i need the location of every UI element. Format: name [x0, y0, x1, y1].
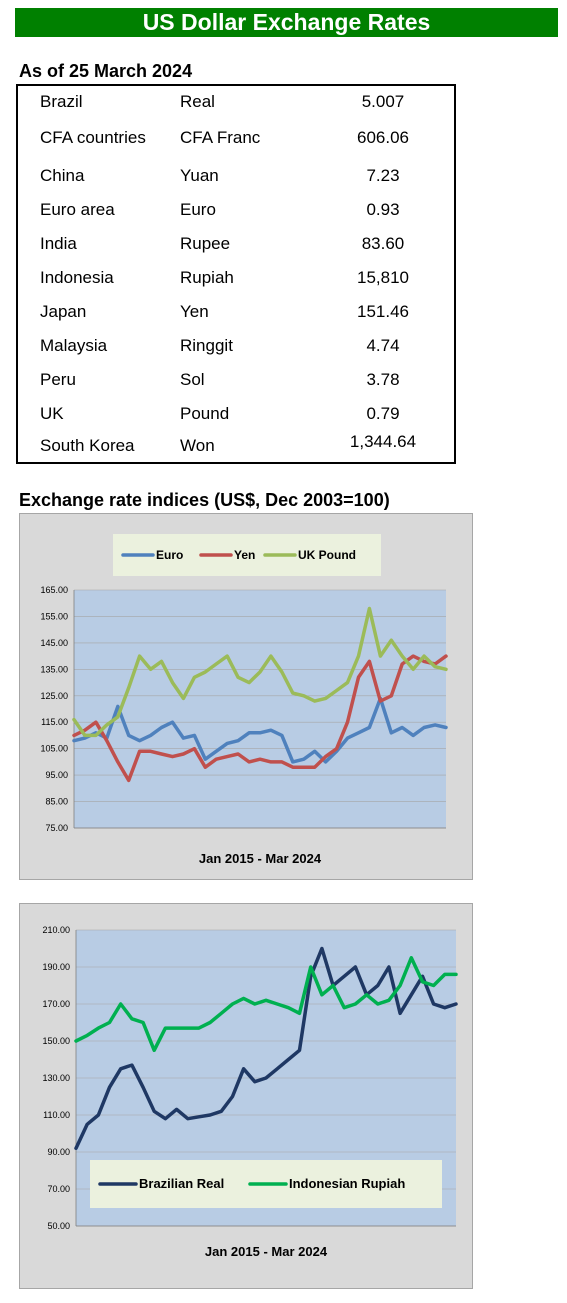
y-tick-label: 210.00 — [42, 925, 70, 935]
country-cell: Indonesia — [40, 268, 114, 287]
y-tick-label: 125.00 — [40, 691, 68, 701]
currency-cell: Ringgit — [180, 336, 233, 355]
currency-cell: Euro — [180, 200, 216, 219]
rate-cell: 7.23 — [366, 166, 400, 185]
table-row: CFA countries CFA Franc 606.06 — [18, 128, 454, 154]
rates-table: Brazil Real 5.007 CFA countries CFA Franc 60… — [16, 84, 456, 464]
legend-box — [113, 534, 381, 576]
country-cell: India — [40, 234, 77, 253]
table-row: Brazil Real 5.007 — [18, 92, 454, 118]
table-row: Indonesia Rupiah 15,810 — [18, 268, 454, 294]
currency-cell: Yen — [180, 302, 209, 321]
plot-area — [74, 590, 446, 828]
country-cell: Peru — [40, 370, 76, 389]
country-cell: Euro area — [40, 200, 115, 219]
legend-label-1: Yen — [234, 548, 255, 562]
y-tick-label: 110.00 — [43, 1110, 70, 1120]
series-line-1 — [72, 654, 448, 783]
y-tick-label: 150.00 — [42, 1036, 70, 1046]
x-axis-label: Jan 2015 - Mar 2024 — [205, 1244, 328, 1259]
table-row: South Korea Won 1,344.64 — [18, 432, 454, 462]
y-tick-label: 155.00 — [40, 611, 68, 621]
y-tick-label: 95.00 — [45, 770, 68, 780]
y-tick-label: 135.00 — [40, 664, 68, 674]
currency-cell: Pound — [180, 404, 230, 423]
country-cell: Malaysia — [40, 336, 108, 355]
rate-cell: 1,344.64 — [349, 432, 417, 451]
as-of-date: As of 25 March 2024 — [19, 61, 193, 81]
country-cell: South Korea — [40, 436, 135, 455]
indices-title: Exchange rate indices (US$, Dec 2003=100… — [19, 490, 390, 510]
y-tick-label: 130.00 — [42, 1073, 70, 1083]
currency-cell: Rupee — [180, 234, 231, 253]
legend-label-0: Euro — [156, 548, 183, 562]
y-tick-label: 145.00 — [40, 638, 68, 648]
country-cell: UK — [40, 404, 64, 423]
currency-cell: Won — [180, 436, 215, 455]
y-tick-label: 115.00 — [41, 717, 68, 727]
page-banner: US Dollar Exchange Rates — [15, 8, 558, 37]
chart2-svg: 210.00 190.00 170.00 150.00 130.00 110.00 90.0… — [42, 925, 458, 1259]
currency-cell: Sol — [180, 370, 205, 389]
y-tick-label: 165.00 — [40, 585, 68, 595]
chart1-svg: 165.00 155.00 145.00 135.00 125.00 115.00 105.… — [40, 534, 448, 866]
series-line-1 — [74, 956, 458, 1053]
chart-currency-indices: 165.00 155.00 145.00 135.00 125.00 115.00 105.… — [19, 513, 473, 880]
series-line-2 — [72, 606, 448, 738]
rate-cell: 5.007 — [361, 92, 405, 111]
legend-label-1: Indonesian Rupiah — [289, 1176, 405, 1191]
y-tick-label: 105.00 — [40, 744, 68, 754]
rate-cell: 0.79 — [366, 404, 400, 423]
x-axis-label: Jan 2015 - Mar 2024 — [199, 851, 322, 866]
series-line-0 — [74, 946, 458, 1151]
rate-cell: 4.74 — [366, 336, 400, 355]
y-tick-label: 170.00 — [42, 999, 70, 1009]
y-tick-label: 90.00 — [47, 1147, 70, 1157]
y-tick-label: 190.00 — [42, 962, 70, 972]
series-line-0 — [72, 696, 448, 764]
table-row: Peru Sol 3.78 — [18, 370, 454, 396]
table-row: Euro area Euro 0.93 — [18, 200, 454, 226]
table-row: Japan Yen 151.46 — [18, 302, 454, 328]
rate-cell: 151.46 — [357, 302, 409, 321]
rate-cell: 3.78 — [366, 370, 400, 389]
country-cell: CFA countries — [40, 128, 146, 147]
country-cell: Brazil — [40, 92, 83, 111]
country-cell: Japan — [40, 302, 87, 321]
rate-cell: 606.06 — [357, 128, 409, 147]
currency-cell: Real — [180, 92, 215, 111]
country-cell: China — [40, 166, 85, 185]
currency-cell: CFA Franc — [180, 128, 261, 147]
table-row: UK Pound 0.79 — [18, 404, 454, 430]
rate-cell: 15,810 — [357, 268, 409, 287]
table-row: Malaysia Ringgit 4.74 — [18, 336, 454, 362]
rate-cell: 0.93 — [366, 200, 400, 219]
chart-emerging-indices: 210.00 190.00 170.00 150.00 130.00 110.00 90.0… — [19, 903, 473, 1289]
y-tick-label: 50.00 — [47, 1221, 70, 1231]
y-tick-label: 75.00 — [45, 823, 68, 833]
table-row: China Yuan 7.23 — [18, 166, 454, 192]
y-tick-label: 70.00 — [47, 1184, 70, 1194]
y-tick-label: 85.00 — [45, 797, 68, 807]
currency-cell: Rupiah — [180, 268, 234, 287]
rate-cell: 83.60 — [361, 234, 405, 253]
table-row: India Rupee 83.60 — [18, 234, 454, 260]
currency-cell: Yuan — [180, 166, 219, 185]
legend-label-2: UK Pound — [298, 548, 356, 562]
legend-label-0: Brazilian Real — [139, 1176, 224, 1191]
